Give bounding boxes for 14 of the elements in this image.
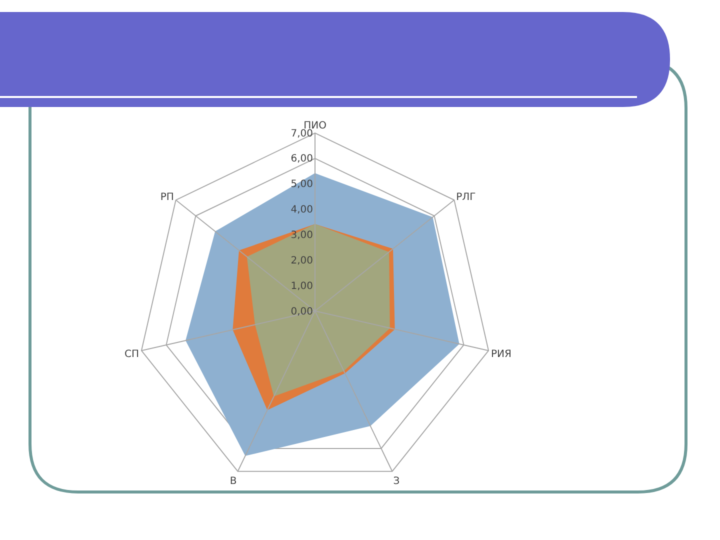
spoke-label: РИЯ <box>490 348 512 360</box>
y-tick-label: 2,00 <box>290 255 313 266</box>
y-tick-label: 1,00 <box>290 280 313 292</box>
y-tick-label: 7,00 <box>290 128 313 140</box>
y-tick-label: 4,00 <box>290 204 313 216</box>
y-tick-label: 3,00 <box>290 230 313 241</box>
spoke-label: РП <box>160 192 174 203</box>
y-tick-label: 0,00 <box>290 306 313 318</box>
y-tick-label: 6,00 <box>290 154 313 165</box>
spoke-label: СП <box>124 348 140 360</box>
spoke-label: В <box>230 476 237 488</box>
spoke-label: З <box>393 476 400 488</box>
spoke-label: РЛГ <box>456 192 476 203</box>
y-tick-label: 5,00 <box>290 179 313 190</box>
